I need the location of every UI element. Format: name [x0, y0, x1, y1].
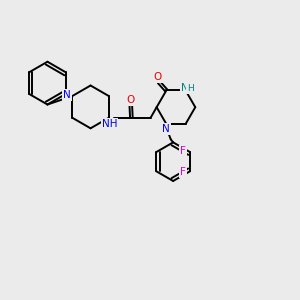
Text: N: N — [181, 83, 189, 93]
Text: H: H — [187, 84, 194, 93]
Text: F: F — [180, 167, 186, 177]
Text: N: N — [63, 90, 70, 100]
Text: O: O — [127, 95, 135, 105]
Text: O: O — [127, 95, 135, 105]
Text: F: F — [180, 167, 186, 177]
Text: O: O — [153, 72, 161, 82]
Text: O: O — [153, 72, 161, 82]
Text: H: H — [187, 84, 194, 93]
Text: NH: NH — [102, 119, 117, 129]
Text: N: N — [162, 124, 170, 134]
Text: N: N — [181, 83, 189, 93]
Text: N: N — [63, 90, 70, 100]
Text: F: F — [180, 146, 186, 156]
Text: F: F — [180, 146, 186, 156]
Text: NH: NH — [102, 119, 117, 129]
Text: N: N — [162, 124, 170, 134]
